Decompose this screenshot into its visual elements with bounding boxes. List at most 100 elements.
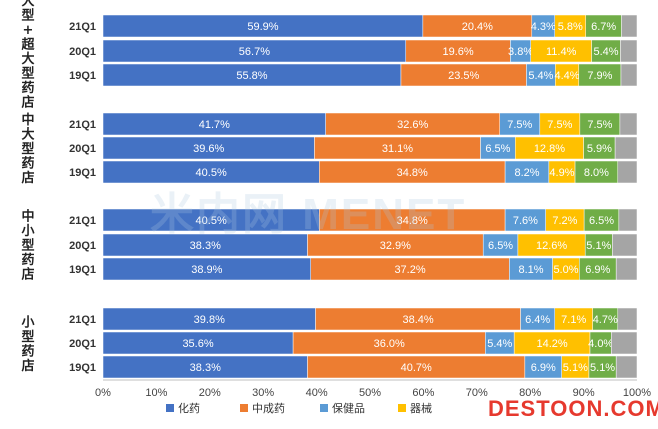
legend-swatch — [166, 404, 174, 412]
group-label-char: 大 — [21, 127, 34, 143]
group-label-char: 中 — [21, 209, 34, 225]
group-label-char: 店 — [21, 358, 34, 374]
data-label: 59.9% — [247, 21, 278, 33]
data-label: 31.1% — [382, 143, 413, 155]
data-label: 6.7% — [591, 21, 616, 33]
x-tick-label: 20% — [199, 387, 221, 399]
x-tick-label: 0% — [95, 387, 111, 399]
group-label-char: 药 — [21, 156, 34, 172]
data-label: 12.8% — [534, 143, 565, 155]
data-label: 32.9% — [380, 240, 411, 252]
data-label: 23.5% — [448, 70, 479, 82]
data-label: 6.4% — [525, 314, 550, 326]
bar-segment — [617, 307, 638, 331]
data-label: 6.5% — [485, 143, 510, 155]
data-label: 8.1% — [518, 264, 543, 276]
data-label: 40.7% — [401, 362, 432, 374]
data-label: 4.9% — [549, 167, 574, 179]
legend-swatch — [398, 404, 406, 412]
data-label: 5.4% — [487, 338, 512, 350]
bar-segment — [615, 355, 638, 379]
legend-label: 化药 — [178, 401, 200, 415]
data-label: 55.8% — [236, 70, 267, 82]
data-label: 7.1% — [561, 314, 586, 326]
row-label: 20Q1 — [69, 338, 96, 350]
group-label-char: 小 — [21, 224, 34, 239]
row-label: 19Q1 — [69, 362, 96, 374]
data-label: 38.4% — [402, 314, 433, 326]
x-tick-label: 30% — [252, 387, 274, 399]
data-label: 19.6% — [443, 46, 474, 58]
group-label-char: 店 — [21, 94, 34, 110]
group-label-char: 中 — [21, 112, 34, 128]
group-label-char: 店 — [21, 267, 34, 283]
bar-segment — [615, 257, 638, 281]
legend-label: 中成药 — [252, 402, 285, 415]
data-label: 7.2% — [552, 215, 577, 227]
group-label-char: 药 — [21, 252, 34, 268]
data-label: 6.9% — [585, 264, 610, 276]
data-label: 5.4% — [593, 46, 618, 58]
row-label: 21Q1 — [69, 215, 96, 227]
watermark-bottom-right: DESTOON.COM — [488, 396, 658, 421]
group-label-char: 大 — [21, 51, 34, 67]
data-label: 12.6% — [536, 240, 567, 252]
bar-segment — [612, 233, 638, 257]
data-label: 7.5% — [547, 119, 572, 131]
data-label: 5.4% — [528, 70, 553, 82]
data-label: 38.3% — [190, 362, 221, 374]
data-label: 37.2% — [394, 264, 425, 276]
row-label: 21Q1 — [69, 21, 96, 33]
row-label: 19Q1 — [69, 264, 96, 276]
bar-segment — [617, 160, 638, 184]
data-label: 4.4% — [555, 70, 580, 82]
x-tick-label: 60% — [412, 387, 434, 399]
data-label: 34.8% — [397, 215, 428, 227]
legend-swatch — [320, 404, 328, 412]
data-label: 7.6% — [513, 215, 538, 227]
data-label: 40.5% — [196, 167, 227, 179]
data-label: 38.9% — [191, 264, 222, 276]
group-label-char: + — [23, 23, 34, 38]
x-tick-label: 80% — [519, 387, 541, 399]
x-tick-label: 50% — [359, 387, 381, 399]
data-label: 4.0% — [588, 338, 613, 350]
data-label: 6.5% — [488, 240, 513, 252]
bar-segment — [621, 14, 638, 38]
data-label: 4.7% — [593, 314, 618, 326]
data-label: 5.0% — [553, 264, 578, 276]
data-label: 5.1% — [590, 362, 615, 374]
row-label: 21Q1 — [69, 314, 96, 326]
group-label-char: 小 — [21, 315, 34, 330]
data-label: 35.6% — [182, 338, 213, 350]
data-label: 20.4% — [462, 21, 493, 33]
group-label-char: 型 — [21, 329, 34, 345]
data-label: 34.8% — [397, 167, 428, 179]
group-label-char: 大 — [21, 0, 34, 9]
data-label: 32.6% — [397, 119, 428, 131]
x-tick-label: 10% — [145, 387, 167, 399]
data-label: 38.3% — [190, 240, 221, 252]
data-label: 56.7% — [239, 46, 270, 58]
watermark-center: 米内网 MENET — [150, 190, 467, 239]
bar-segment — [614, 136, 638, 160]
data-label: 7.9% — [587, 70, 612, 82]
data-label: 6.9% — [531, 362, 556, 374]
group-label-char: 药 — [21, 343, 34, 359]
bar-segment — [619, 112, 638, 136]
row-label: 20Q1 — [69, 240, 96, 252]
data-label: 39.8% — [194, 314, 225, 326]
data-label: 40.5% — [196, 215, 227, 227]
data-label: 4.3% — [531, 21, 556, 33]
x-tick-label: 90% — [573, 387, 595, 399]
row-label: 20Q1 — [69, 143, 96, 155]
data-label: 11.4% — [546, 46, 577, 58]
data-label: 8.0% — [584, 167, 609, 179]
data-label: 5.8% — [558, 21, 583, 33]
data-label: 7.5% — [507, 119, 532, 131]
x-tick-label: 70% — [466, 387, 488, 399]
group-label-char: 型 — [21, 7, 34, 23]
group-label-char: 店 — [21, 170, 34, 186]
row-label: 21Q1 — [69, 119, 96, 131]
